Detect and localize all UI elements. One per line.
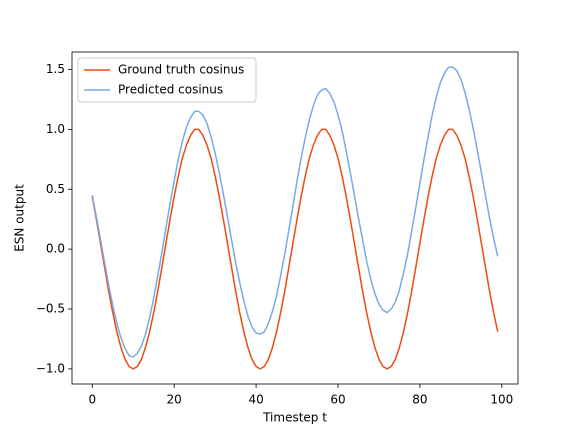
data-line [91,128,499,370]
y-tick-label: 0.0 [46,242,65,256]
legend-label: Predicted cosinus [118,83,223,97]
y-tick-label: −1.0 [36,361,65,375]
x-tick-label: 40 [248,393,263,407]
y-tick-label: 1.0 [46,122,65,136]
x-tick-label: 80 [412,393,427,407]
x-tick-label: 60 [330,393,345,407]
legend-box [77,57,257,103]
y-axis-label: ESN output [13,184,27,252]
y-tick-label: 1.5 [46,62,65,76]
legend: Ground truth cosinus Predicted cosinus [77,57,257,103]
y-tick-label: 0.5 [46,182,65,196]
legend-label: Ground truth cosinus [118,63,244,77]
data-line [91,66,499,358]
x-tick-label: 100 [490,393,513,407]
x-tick-label: 0 [88,393,96,407]
y-tick-label: −0.5 [36,302,65,316]
plot-frame [71,51,519,385]
x-tick-label: 20 [167,393,182,407]
x-axis-label: Timestep t [262,411,327,425]
